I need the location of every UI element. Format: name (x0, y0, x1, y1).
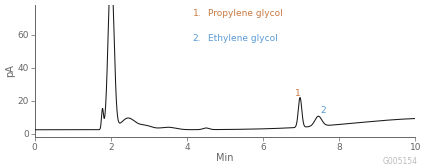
Text: Propylene glycol: Propylene glycol (208, 9, 283, 18)
Text: 2: 2 (320, 106, 326, 115)
Text: G005154: G005154 (383, 157, 417, 166)
Y-axis label: pA: pA (5, 65, 15, 77)
Text: 1: 1 (295, 89, 301, 98)
Text: 2.: 2. (193, 34, 201, 43)
Text: Ethylene glycol: Ethylene glycol (208, 34, 278, 43)
X-axis label: Min: Min (216, 153, 234, 163)
Text: 1.: 1. (193, 9, 201, 18)
